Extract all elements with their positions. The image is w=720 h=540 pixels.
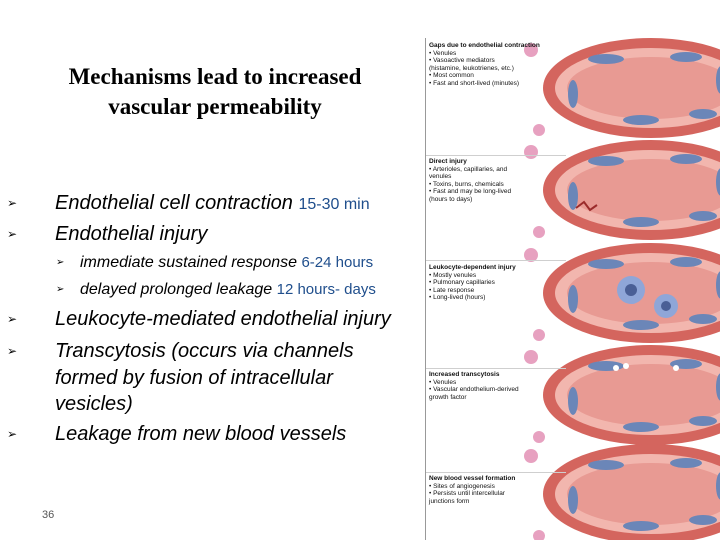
panel-heading: Direct injury <box>429 158 467 165</box>
bullet-text: Endothelial injury <box>55 223 208 245</box>
panel-item: venules <box>429 173 452 181</box>
bullet-transcytosis-line3: vesicles) <box>55 392 133 416</box>
bullet-time: 12 hours- days <box>276 281 376 298</box>
bullet-text: vesicles) <box>55 393 133 415</box>
panel-item: growth factor <box>429 393 467 401</box>
panel-item: (hours to days) <box>429 195 473 203</box>
panel-heading: New blood vessel formation <box>429 475 516 482</box>
panel-caption: New blood vessel formation • Sites of an… <box>429 475 567 505</box>
panel-item: • Fast and short-lived (minutes) <box>429 79 520 87</box>
sub-bullet-delayed: ➢ delayed prolonged leakage 12 hours- da… <box>56 278 376 302</box>
bullet-arrow-icon: ➢ <box>7 312 18 326</box>
permeability-figure: Gaps due to endothelial contraction • Ve… <box>425 38 720 540</box>
bullet-text: Endothelial cell contraction <box>55 192 293 214</box>
panel-item: • Persists until intercellular <box>429 490 505 498</box>
sub-bullet-immediate: ➢ immediate sustained response 6-24 hour… <box>56 251 374 275</box>
panel-caption: Leukocyte-dependent injury • Mostly venu… <box>429 264 567 302</box>
vessel-illustrations <box>524 38 720 540</box>
panel-heading: Gaps due to endothelial contraction <box>429 42 540 49</box>
panel-divider <box>426 472 566 473</box>
page-number: 36 <box>42 509 55 521</box>
bullet-arrow-icon: ➢ <box>56 284 65 295</box>
panel-item: junctions form <box>429 497 470 505</box>
bullet-transcytosis-line2: formed by fusion of intracellular <box>55 366 333 390</box>
bullet-transcytosis: ➢ Transcytosis (occurs via channels <box>7 339 354 363</box>
bullet-arrow-icon: ➢ <box>7 227 18 241</box>
panel-item: • Venules <box>429 49 457 57</box>
bullet-text: immediate sustained response <box>80 254 298 271</box>
bullet-new-vessels: ➢ Leakage from new blood vessels <box>7 422 347 446</box>
panel-heading: Increased transcytosis <box>429 371 500 378</box>
title-line-1: Mechanisms lead to increased <box>68 64 362 89</box>
bullet-leukocyte-mediated: ➢ Leukocyte-mediated endothelial injury <box>7 307 391 331</box>
panel-caption: Increased transcytosis • Venules • Vascu… <box>429 371 567 401</box>
vessel-transcytosis <box>524 345 720 445</box>
bullet-text: Leukocyte-mediated endothelial injury <box>55 308 391 330</box>
vessel-leukocyte <box>524 243 720 343</box>
panel-item: • Pulmonary capillaries <box>429 279 495 287</box>
panel-divider <box>426 260 566 261</box>
panel-item: • Venules <box>429 378 457 386</box>
slide-title: Mechanisms lead to increased vascular pe… <box>20 62 410 122</box>
panel-item: • Vascular endothelium-derived <box>429 386 519 394</box>
panel-divider <box>426 155 566 156</box>
vessel-direct-injury <box>524 140 720 240</box>
panel-item: (histamine, leukotrienes, etc.) <box>429 64 514 72</box>
bullet-text: delayed prolonged leakage <box>80 281 273 298</box>
bullet-time: 15-30 min <box>298 196 370 213</box>
panel-caption: Gaps due to endothelial contraction • Ve… <box>429 42 567 88</box>
title-line-2: vascular permeability <box>108 94 322 119</box>
panel-item: • Most common <box>429 72 474 80</box>
bullet-arrow-icon: ➢ <box>7 344 18 358</box>
panel-divider <box>426 368 566 369</box>
panel-heading: Leukocyte-dependent injury <box>429 264 516 271</box>
bullet-arrow-icon: ➢ <box>7 196 18 210</box>
bullet-text: formed by fusion of intracellular <box>55 367 333 389</box>
panel-item: • Fast and may be long-lived <box>429 188 512 196</box>
panel-item: • Vasoactive mediators <box>429 57 495 65</box>
panel-item: • Sites of angiogenesis <box>429 482 495 490</box>
panel-item: • Long-lived (hours) <box>429 294 486 302</box>
bullet-text: Transcytosis (occurs via channels <box>55 340 354 362</box>
bullet-time: 6-24 hours <box>301 254 374 271</box>
bullet-text: Leakage from new blood vessels <box>55 423 347 445</box>
bullet-endothelial-contraction: ➢ Endothelial cell contraction 15-30 min <box>7 191 370 217</box>
panel-item: • Toxins, burns, chemicals <box>429 180 504 188</box>
vessel-contraction <box>524 38 720 140</box>
bullet-arrow-icon: ➢ <box>7 427 18 441</box>
panel-item: • Arterioles, capillaries, and <box>429 165 508 173</box>
panel-caption: Direct injury • Arterioles, capillaries,… <box>429 158 567 204</box>
bullet-endothelial-injury: ➢ Endothelial injury <box>7 222 208 246</box>
panel-item: • Mostly venules <box>429 271 477 279</box>
bullet-arrow-icon: ➢ <box>56 257 65 268</box>
panel-item: • Late response <box>429 286 475 294</box>
